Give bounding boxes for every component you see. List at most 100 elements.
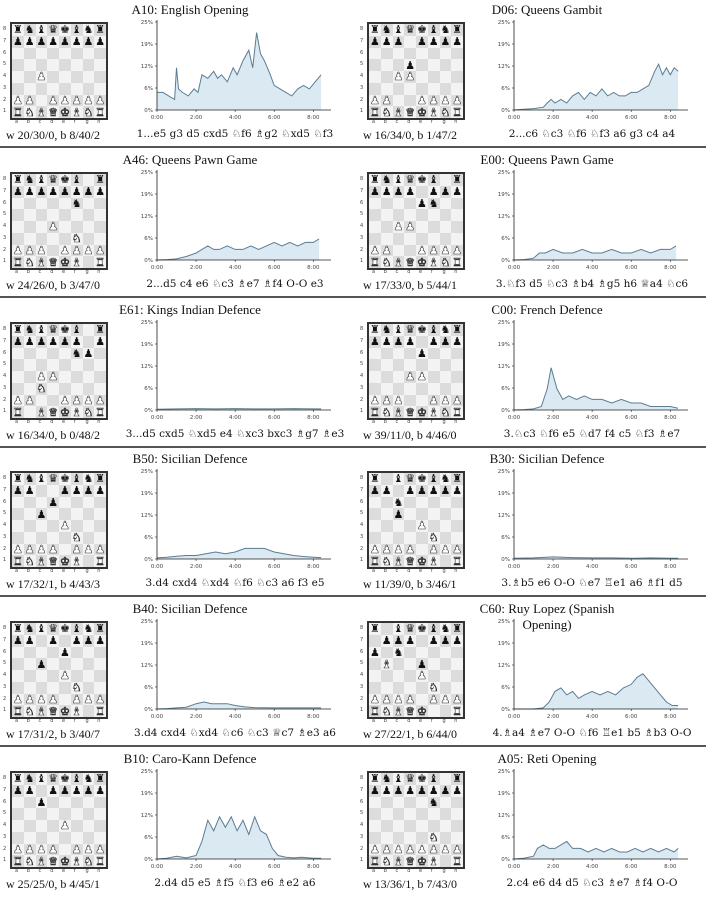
file-label: a (15, 269, 19, 275)
white-bishop-icon: ♝ (36, 405, 47, 419)
board-square: ♝ (70, 855, 83, 867)
white-pawn-icon: ♟ (71, 842, 82, 856)
file-label: e (419, 419, 423, 425)
board-square: ♛ (47, 705, 59, 717)
file-label: f (73, 568, 76, 574)
board-square (59, 808, 71, 820)
y-tick-label: 6% (144, 86, 153, 92)
board-square: ♟ (392, 71, 405, 83)
opening-panel: A05: Reti Opening ♜ ♞ ♝ ♛ ♚ ♝ ♜ ♟ ♟ ♟ ♟ ♟ ♟ ♟ ♟ ♞ ♞ ♟ ♟ ♟ ♟ ♟ ♟… (357, 749, 714, 899)
y-tick-label: 0% (501, 857, 510, 863)
white-pawn-icon: ♟ (440, 93, 451, 107)
board-square (70, 59, 83, 71)
white-pawn-icon: ♟ (36, 692, 47, 706)
white-pawn-icon: ♟ (12, 393, 23, 407)
board-square: ♛ (47, 106, 59, 118)
rank-label: 3 (360, 384, 364, 391)
white-pawn-icon: ♟ (440, 243, 451, 257)
board-square: ♝ (427, 256, 440, 268)
board-square (392, 531, 405, 544)
black-knight-icon: ♞ (24, 23, 35, 37)
board-square (23, 646, 36, 659)
white-pawn-icon: ♟ (393, 692, 404, 706)
x-tick-label: 6:00 (268, 265, 281, 271)
board-square (35, 359, 48, 371)
board-square (404, 646, 416, 659)
board-square: ♝ (427, 623, 440, 635)
rank-label: 1 (360, 108, 364, 115)
frequency-chart: 0%6%12%19%25%0:00 2:00 4:00 6:00 8:00 (498, 20, 688, 121)
board-square: ♞ (439, 324, 452, 336)
board-square (404, 796, 416, 809)
board-square: ♜ (369, 324, 381, 336)
board-square: ♟ (35, 692, 48, 706)
board-square: ♚ (416, 256, 428, 268)
white-pawn-icon: ♟ (428, 542, 439, 556)
board-square: ♟ (451, 394, 463, 407)
black-knight-icon: ♞ (393, 645, 404, 659)
board-square: ♜ (12, 705, 24, 717)
white-pawn-icon: ♟ (83, 93, 94, 107)
board-square: ♟ (380, 543, 393, 556)
board-square (439, 658, 452, 670)
board-square (23, 71, 36, 83)
board-square: ♚ (59, 473, 71, 485)
board-square: ♜ (369, 555, 381, 567)
black-pawn-icon: ♟ (416, 484, 427, 498)
white-pawn-icon: ♟ (48, 692, 59, 706)
x-tick-label: 6:00 (268, 115, 281, 121)
board-square: ♜ (369, 855, 381, 867)
row-divider (0, 146, 706, 148)
board-square: ♞ (427, 531, 440, 544)
board-square: ♟ (82, 634, 95, 647)
board-square (404, 35, 416, 48)
board-square (12, 197, 24, 210)
board-square (439, 209, 452, 221)
file-label: h (454, 568, 458, 574)
file-label: f (430, 868, 433, 874)
move-sequence: 3.d4 cxd4 ♘xd4 ♘c6 ♘c3 ♕c7 ♗e3 a6 (134, 727, 336, 739)
chess-board: ♜ ♝ ♛ ♚ ♝ ♞ ♜ ♟ ♟ ♟ ♟ ♟ ♟ ♟ ♞ ♟ ♟ ♞ ♟ ♟ ♟ ♟ ♟ ♟ ♟ ♜ ♞ ♝ ♛ ♚ ♝ ♜ (367, 471, 465, 569)
board-square: ♟ (451, 543, 463, 556)
black-knight-icon: ♞ (381, 772, 392, 786)
white-pawn-icon: ♟ (36, 243, 47, 257)
board-square: ♝ (35, 623, 48, 635)
board-square: ♛ (47, 473, 59, 485)
black-pawn-icon: ♟ (48, 784, 59, 798)
game-stats: w 17/32/1, b 4/43/3 (6, 577, 101, 591)
board-square: ♟ (23, 843, 36, 856)
board-square: ♞ (23, 855, 36, 867)
black-bishop-icon: ♝ (71, 472, 82, 486)
file-label: e (62, 868, 66, 874)
white-knight-icon: ♞ (381, 255, 392, 269)
black-knight-icon: ♞ (24, 772, 35, 786)
board-square (380, 496, 393, 509)
board-square: ♟ (451, 94, 463, 107)
board-square (392, 371, 405, 383)
board-square (94, 82, 106, 95)
rank-label: 3 (3, 833, 7, 840)
board-square: ♟ (369, 394, 381, 407)
board-square (416, 394, 428, 407)
x-tick-label: 4:00 (586, 265, 599, 271)
board-square (35, 520, 48, 532)
frequency-chart: 0%6%12%19%25%0:00 2:00 4:00 6:00 8:00 (141, 619, 331, 720)
board-square (369, 221, 381, 233)
board-square: ♝ (70, 705, 83, 717)
black-bishop-icon: ♝ (71, 772, 82, 786)
rank-label: 6 (360, 49, 364, 56)
black-rook-icon: ♜ (12, 622, 23, 636)
black-pawn-icon: ♟ (71, 35, 82, 49)
file-label: c (38, 718, 42, 724)
board-square: ♟ (12, 843, 24, 856)
white-pawn-icon: ♟ (416, 243, 427, 257)
white-pawn-icon: ♟ (381, 93, 392, 107)
opening-title: B10: Caro-Kann Defence (123, 751, 257, 766)
board-square: ♜ (451, 855, 463, 867)
board-square (439, 520, 452, 532)
board-square: ♟ (380, 335, 393, 348)
white-king-icon: ♚ (59, 105, 70, 119)
board-square: ♝ (392, 24, 405, 36)
rank-label: 3 (360, 833, 364, 840)
white-pawn-icon: ♟ (440, 393, 451, 407)
